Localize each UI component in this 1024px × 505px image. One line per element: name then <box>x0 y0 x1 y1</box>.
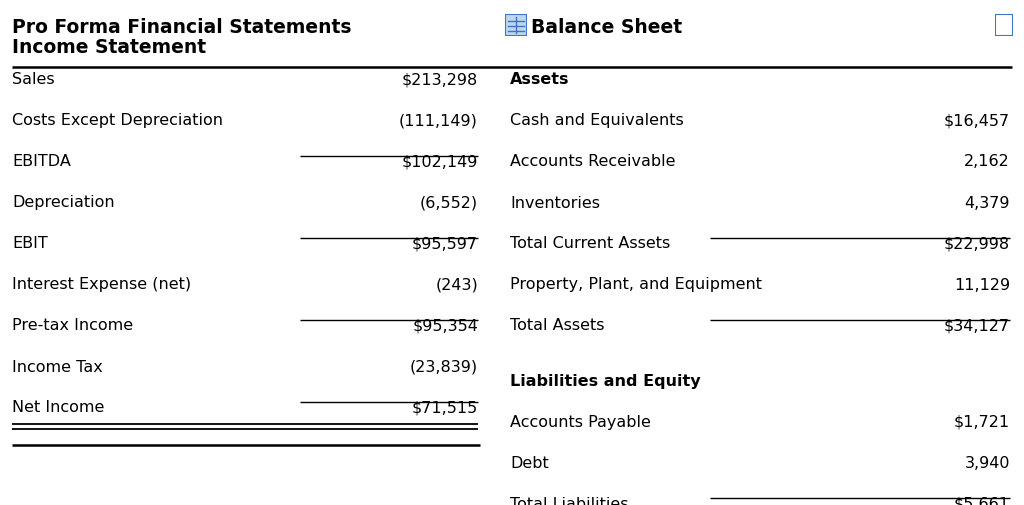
Text: $102,149: $102,149 <box>401 155 478 170</box>
Text: Sales: Sales <box>12 73 54 87</box>
Text: Accounts Receivable: Accounts Receivable <box>510 155 676 170</box>
Text: Balance Sheet: Balance Sheet <box>531 18 682 37</box>
Text: $16,457: $16,457 <box>944 114 1010 128</box>
Text: Pro Forma Financial Statements: Pro Forma Financial Statements <box>12 18 351 37</box>
Text: $1,721: $1,721 <box>954 415 1010 430</box>
Text: Property, Plant, and Equipment: Property, Plant, and Equipment <box>510 278 762 292</box>
Text: $5,661: $5,661 <box>954 497 1010 505</box>
Text: (23,839): (23,839) <box>410 360 478 375</box>
Text: 4,379: 4,379 <box>965 195 1010 211</box>
Text: $22,998: $22,998 <box>944 236 1010 251</box>
Text: Depreciation: Depreciation <box>12 195 115 211</box>
Text: (6,552): (6,552) <box>420 195 478 211</box>
Text: Cash and Equivalents: Cash and Equivalents <box>510 114 684 128</box>
Text: 3,940: 3,940 <box>965 456 1010 471</box>
FancyBboxPatch shape <box>995 14 1013 36</box>
Text: Total Assets: Total Assets <box>510 319 604 333</box>
Text: Income Tax: Income Tax <box>12 360 102 375</box>
Text: Costs Except Depreciation: Costs Except Depreciation <box>12 114 223 128</box>
Text: $34,127: $34,127 <box>944 319 1010 333</box>
Text: Net Income: Net Income <box>12 400 104 416</box>
Text: Inventories: Inventories <box>510 195 600 211</box>
Text: 11,129: 11,129 <box>954 278 1010 292</box>
Text: Debt: Debt <box>510 456 549 471</box>
Text: Total Current Assets: Total Current Assets <box>510 236 671 251</box>
Text: Assets: Assets <box>510 73 569 87</box>
Text: (243): (243) <box>435 278 478 292</box>
Text: $95,354: $95,354 <box>412 319 478 333</box>
Text: Total Liabilities: Total Liabilities <box>510 497 629 505</box>
Text: Pre-tax Income: Pre-tax Income <box>12 319 133 333</box>
Text: $213,298: $213,298 <box>401 73 478 87</box>
Text: Liabilities and Equity: Liabilities and Equity <box>510 374 700 389</box>
Text: EBIT: EBIT <box>12 236 48 251</box>
Text: $95,597: $95,597 <box>412 236 478 251</box>
Text: (111,149): (111,149) <box>399 114 478 128</box>
Text: $71,515: $71,515 <box>412 400 478 416</box>
Text: Interest Expense (net): Interest Expense (net) <box>12 278 191 292</box>
FancyBboxPatch shape <box>505 14 527 36</box>
Text: Income Statement: Income Statement <box>12 38 206 57</box>
Text: Accounts Payable: Accounts Payable <box>510 415 651 430</box>
Text: 2,162: 2,162 <box>965 155 1010 170</box>
Text: EBITDA: EBITDA <box>12 155 71 170</box>
